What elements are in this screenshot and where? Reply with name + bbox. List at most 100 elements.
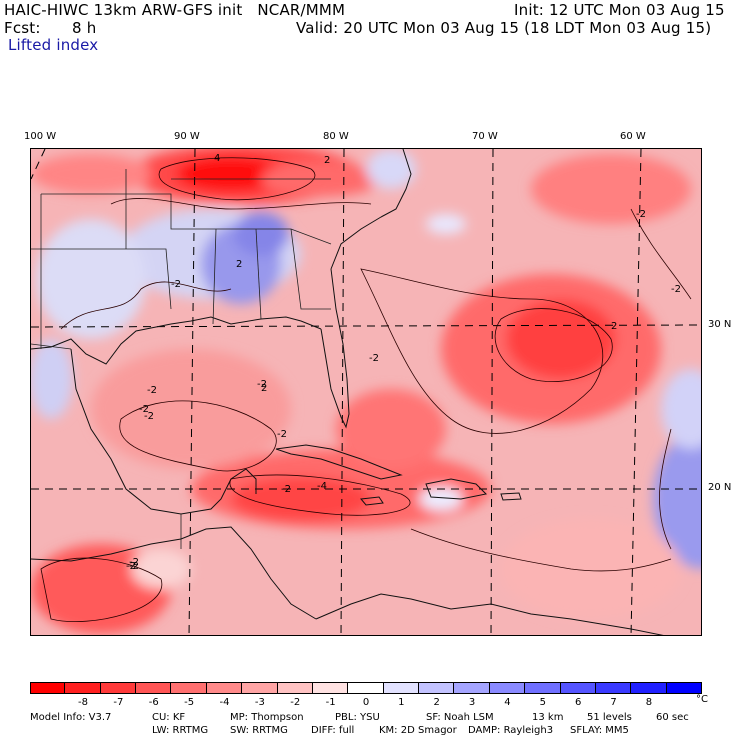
contour-north-1: [158, 157, 316, 201]
colorbar-tick-label: 4: [504, 697, 511, 708]
contour-north-2: [110, 198, 372, 210]
meridian-80w: [340, 149, 345, 635]
coastline-gulf-us: [31, 316, 322, 365]
contour-label: -2: [171, 279, 181, 290]
model-title: HAIC-HIWC 13km ARW-GFS init NCAR/MMM: [4, 1, 346, 19]
shortwave-scheme: SW: RRTMG: [230, 725, 288, 736]
meridian-60w: [630, 149, 642, 635]
colorbar-cell: [312, 682, 349, 694]
lon-label-90w: 90 W: [174, 131, 200, 142]
longwave-scheme: LW: RRTMG: [152, 725, 209, 736]
colorbar-cell: [30, 682, 66, 694]
li-core-caribbean: [231, 477, 371, 521]
island-jamaica: [360, 496, 384, 506]
contour-label: 2: [236, 259, 243, 270]
island-puerto-rico: [500, 492, 522, 501]
li-area-west-blue: [31, 339, 73, 419]
li-area-south-atlantic: [501, 519, 681, 619]
contour-label: -2: [126, 561, 136, 572]
pbl-scheme: PBL: YSU: [335, 712, 380, 723]
colorbar-tick-label: 3: [468, 697, 476, 708]
li-area-northwest: [31, 154, 151, 194]
lifted-index-field: [31, 149, 701, 634]
colorbar-cell: [525, 682, 561, 694]
colorbar-unit: °C: [696, 694, 708, 705]
init-time: Init: 12 UTC Mon 03 Aug 15: [514, 1, 725, 19]
model-version: Model Info: V3.7: [30, 712, 112, 723]
meridian-100w: [31, 149, 46, 180]
colorbar-cell: [206, 682, 243, 694]
lon-label-70w: 70 W: [472, 131, 498, 142]
island-hispaniola: [425, 478, 488, 500]
contour-label: -2: [257, 379, 267, 390]
border-state-1: [41, 193, 332, 245]
contour-label: 4: [214, 153, 221, 164]
surface-layer-option: SFLAY: MM5: [570, 725, 629, 736]
li-area-east-light: [661, 369, 701, 449]
colorbar-tick-label: -2: [290, 697, 301, 708]
colorbar-cell: [595, 682, 632, 694]
contour-label: -2: [129, 561, 139, 572]
lat-label-20n: 20 N: [708, 482, 732, 493]
border-state-5: [255, 228, 262, 320]
contours: [40, 157, 692, 622]
map-canvas: [31, 149, 701, 635]
damping-option: DAMP: Rayleigh3: [468, 725, 554, 736]
lat-label-30n: 30 N: [708, 319, 732, 330]
colorbar-tick-label: -1: [325, 697, 336, 708]
contour-label: -2: [129, 557, 139, 568]
surface-scheme: SF: Noah LSM: [426, 712, 494, 723]
border-state-6: [290, 228, 331, 310]
coastline-east-us: [330, 149, 412, 270]
lon-label-100w: 100 W: [24, 131, 57, 142]
graticule: [31, 149, 701, 635]
colorbar-cell: [136, 682, 172, 694]
contour-east-2: [659, 428, 672, 550]
forecast-hour: 8 h: [72, 19, 97, 37]
colorbar-tick-label: -8: [78, 697, 89, 708]
colorbar: [30, 682, 702, 694]
eddy-coefficient-option: KM: 2D Smagor: [379, 725, 457, 736]
contour-label: -2: [139, 404, 149, 415]
contour-label: -2: [277, 429, 287, 440]
li-area-atlantic-north: [531, 154, 691, 224]
contour-east-1: [630, 208, 692, 300]
colorbar-cell: [65, 682, 101, 694]
colorbar-cell: [489, 682, 526, 694]
colorbar-cell: [454, 682, 490, 694]
colorbar-cell: [631, 682, 667, 694]
lon-label-80w: 80 W: [323, 131, 349, 142]
colorbar-cell: [171, 682, 207, 694]
colorbar-tick-label: -6: [148, 697, 159, 708]
contour-label: -2: [144, 411, 154, 422]
border-state-4: [212, 228, 217, 325]
island-cuba: [275, 444, 403, 480]
colorbar-tick-label: -3: [254, 697, 265, 708]
colorbar-tick-label: 7: [610, 697, 617, 708]
forecast-label: Fcst:: [4, 19, 41, 37]
colorbar-tick-label: 2: [433, 697, 440, 708]
colorbar-tick-label: 1: [398, 697, 405, 708]
lon-label-60w: 60 W: [620, 131, 646, 142]
contour-label: -2: [147, 385, 157, 396]
contour-atlantic-1: [360, 268, 603, 434]
coastline-south-america: [315, 593, 664, 635]
contour-label: -2: [369, 353, 379, 364]
colorbar-cell: [348, 682, 384, 694]
vertical-levels: 51 levels: [587, 712, 632, 723]
contour-label: -4: [317, 481, 327, 492]
contour-label: -2: [281, 484, 291, 495]
contour-label: 2: [324, 155, 331, 166]
contour-gulf-1: [119, 400, 277, 472]
li-area-carolina-blue: [366, 149, 416, 189]
contour-label: 2: [261, 383, 268, 394]
colorbar-cell: [666, 682, 702, 694]
colorbar-tick-label: 0: [362, 697, 370, 708]
coastline-central-america: [31, 526, 317, 620]
colorbar-cell: [100, 682, 137, 694]
colorbar-cell: [277, 682, 313, 694]
border-state-2: [31, 248, 172, 310]
borders: [31, 169, 332, 549]
contour-label: -2: [671, 284, 681, 295]
colorbar-tick-label: 8: [645, 697, 653, 708]
